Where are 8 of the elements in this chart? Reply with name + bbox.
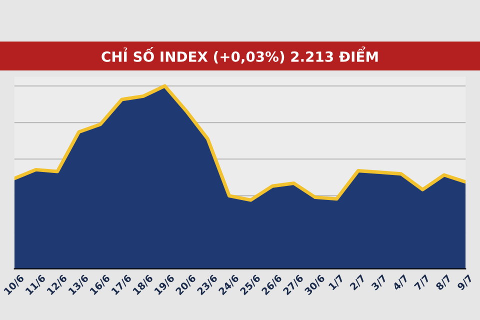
x-tick-label: 7/7 — [414, 274, 431, 292]
x-tick-label: 2/7 — [349, 274, 366, 292]
x-tick-label: 3/7 — [370, 274, 388, 292]
x-tick-label: 9/7 — [456, 274, 474, 292]
x-tick-label: 4/7 — [392, 274, 410, 292]
x-tick-label: 8/7 — [435, 274, 452, 292]
x-tick-label: 1/7 — [328, 274, 345, 291]
chart-title: CHỈ SỐ INDEX (+0,03%) 2.213 ĐIỂM — [102, 46, 378, 64]
